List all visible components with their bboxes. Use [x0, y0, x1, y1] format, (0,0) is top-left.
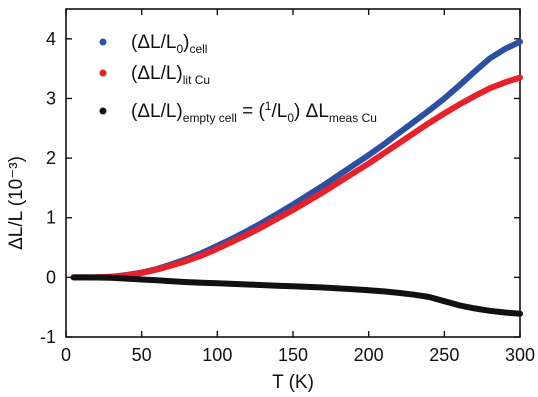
x-tick-label: 300 — [505, 345, 535, 365]
series-line-1 — [70, 74, 523, 281]
series-line-2 — [70, 274, 523, 317]
y-axis-title: ΔL/L (10⁻³) — [6, 156, 27, 250]
legend-marker-lit-cu — [99, 69, 107, 77]
x-tick-label: 250 — [429, 345, 459, 365]
x-tick-label: 150 — [278, 345, 308, 365]
x-tick-label: 0 — [61, 345, 71, 365]
legend: (ΔL/L0)cell (ΔL/L)lit Cu (ΔL/L)empty cel… — [99, 32, 377, 125]
legend-label-cell: (ΔL/L0)cell — [131, 32, 207, 56]
legend-label-empty-cell: (ΔL/L)empty cell = (1/L0) ΔLmeas Cu — [131, 99, 377, 125]
x-tick-label: 50 — [132, 345, 152, 365]
legend-label-lit-cu: (ΔL/L)lit Cu — [131, 63, 210, 87]
y-tick-label: -1 — [40, 327, 56, 347]
y-tick-label: 3 — [46, 88, 56, 108]
y-tick-label: 4 — [46, 29, 56, 49]
x-tick-label: 200 — [354, 345, 384, 365]
x-tick-label: 100 — [202, 345, 232, 365]
series-layer — [70, 38, 523, 317]
x-axis-title: T (K) — [272, 372, 314, 393]
legend-marker-empty-cell — [99, 107, 107, 115]
y-tick-label: 0 — [46, 267, 56, 287]
y-tick-label: 2 — [46, 148, 56, 168]
y-tick-label: 1 — [46, 208, 56, 228]
legend-marker-cell — [99, 38, 107, 46]
